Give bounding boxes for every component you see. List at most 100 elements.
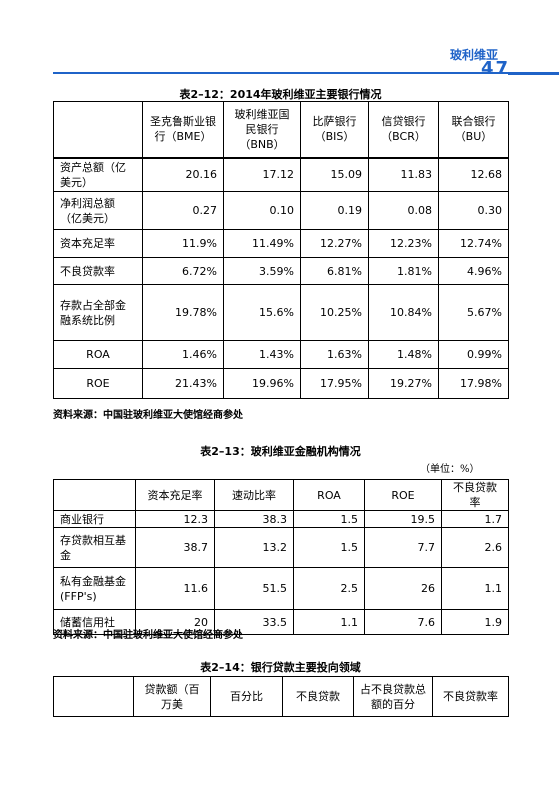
table-cell: 1.5 <box>293 527 365 568</box>
column-header: 圣克鲁斯业银行（BME） <box>142 101 224 159</box>
table-row: 存款占全部金融系统比例 19.78% 15.6% 10.25% 10.84% 5… <box>53 284 509 341</box>
column-header: 联合银行（BU） <box>438 101 509 159</box>
page-number: 47 <box>481 58 511 79</box>
table-cell: 3.59% <box>223 257 301 285</box>
table-cell: 1.1 <box>441 567 509 610</box>
table-cell: 0.27 <box>142 191 224 230</box>
corner-cell <box>53 479 136 511</box>
table-cell: 12.74% <box>438 229 509 258</box>
table-cell: 1.1 <box>293 609 365 635</box>
table-row: 私有金融基金(FFP's) 11.6 51.5 2.5 26 1.1 <box>53 567 509 610</box>
row-label: 存贷款相互基金 <box>53 527 136 568</box>
table-cell: 17.98% <box>438 368 509 399</box>
table-2-12-source: 资料来源：中国驻玻利维亚大使馆经商参处 <box>53 410 243 421</box>
header-rule <box>53 72 508 74</box>
table-cell: 7.7 <box>364 527 442 568</box>
header-rule-tab <box>508 72 559 75</box>
table-cell: 11.6 <box>135 567 215 610</box>
table-cell: 1.9 <box>441 609 509 635</box>
table-cell: 2.6 <box>441 527 509 568</box>
table-cell: 38.7 <box>135 527 215 568</box>
row-label: ROE <box>53 368 143 399</box>
table-row: 资产总额（亿美元） 20.16 17.12 15.09 11.83 12.68 <box>53 157 509 192</box>
section-title: 玻利维亚 <box>450 48 499 62</box>
row-label: 资本充足率 <box>53 229 143 258</box>
table-cell: 11.83 <box>368 157 439 192</box>
corner-cell <box>53 676 134 717</box>
table-2-14: 贷款额（百万美 百分比 不良贷款 占不良贷款总额的百分 不良贷款率 <box>53 676 509 717</box>
column-header: 速动比率 <box>214 479 294 511</box>
table-row: 商业银行 12.3 38.3 1.5 19.5 1.7 <box>53 510 509 528</box>
table-header-row: 资本充足率 速动比率 ROA ROE 不良贷款率 <box>53 479 509 511</box>
table-cell: 4.96% <box>438 257 509 285</box>
table-cell: 17.12 <box>223 157 301 192</box>
table-2-12-caption: 表2–12：2014年玻利维亚主要银行情况 <box>179 88 382 101</box>
column-header: 贷款额（百万美 <box>133 676 211 717</box>
table-cell: 51.5 <box>214 567 294 610</box>
table-2-13-source: 资料来源：中国驻玻利维亚大使馆经商参处 <box>53 630 243 641</box>
table-cell: 1.43% <box>223 340 301 369</box>
table-cell: 15.09 <box>300 157 369 192</box>
table-cell: 12.3 <box>135 510 215 528</box>
table-cell: 2.5 <box>293 567 365 610</box>
table-cell: 26 <box>364 567 442 610</box>
table-row: 存贷款相互基金 38.7 13.2 1.5 7.7 2.6 <box>53 527 509 568</box>
table-cell: 13.2 <box>214 527 294 568</box>
table-cell: 10.84% <box>368 284 439 341</box>
table-row: 资本充足率 11.9% 11.49% 12.27% 12.23% 12.74% <box>53 229 509 258</box>
table-2-13-caption: 表2–13：玻利维亚金融机构情况 <box>200 445 361 458</box>
table-cell: 5.67% <box>438 284 509 341</box>
table-cell: 19.96% <box>223 368 301 399</box>
table-cell: 10.25% <box>300 284 369 341</box>
table-cell: 20 <box>135 609 215 635</box>
row-label: ROA <box>53 340 143 369</box>
row-label: 商业银行 <box>53 510 136 528</box>
table-cell: 1.48% <box>368 340 439 369</box>
table-2-12: 圣克鲁斯业银行（BME） 玻利维亚国民银行（BNB） 比萨银行（BIS） 信贷银… <box>53 101 509 399</box>
table-cell: 0.08 <box>368 191 439 230</box>
table-cell: 11.9% <box>142 229 224 258</box>
table-row: 净利润总额（亿美元） 0.27 0.10 0.19 0.08 0.30 <box>53 191 509 230</box>
table-row: 不良贷款率 6.72% 3.59% 6.81% 1.81% 4.96% <box>53 257 509 285</box>
table-cell: 15.6% <box>223 284 301 341</box>
table-cell: 20.16 <box>142 157 224 192</box>
table-cell: 6.72% <box>142 257 224 285</box>
column-header: ROE <box>364 479 442 511</box>
corner-cell <box>53 101 143 159</box>
table-cell: 6.81% <box>300 257 369 285</box>
table-row: ROA 1.46% 1.43% 1.63% 1.48% 0.99% <box>53 340 509 369</box>
row-label: 资产总额（亿美元） <box>53 157 143 192</box>
table-2-13: 资本充足率 速动比率 ROA ROE 不良贷款率 商业银行 12.3 38.3 … <box>53 479 509 635</box>
table-cell: 33.5 <box>214 609 294 635</box>
table-cell: 1.5 <box>293 510 365 528</box>
column-header: 信贷银行（BCR） <box>368 101 439 159</box>
table-cell: 38.3 <box>214 510 294 528</box>
column-header: 不良贷款 <box>282 676 354 717</box>
row-label: 不良贷款率 <box>53 257 143 285</box>
table-2-14-caption: 表2–14：银行贷款主要投向领域 <box>200 661 361 674</box>
table-cell: 1.63% <box>300 340 369 369</box>
table-cell: 0.30 <box>438 191 509 230</box>
table-cell: 19.5 <box>364 510 442 528</box>
table-cell: 21.43% <box>142 368 224 399</box>
table-cell: 1.46% <box>142 340 224 369</box>
table-cell: 0.99% <box>438 340 509 369</box>
table-cell: 19.78% <box>142 284 224 341</box>
column-header: 百分比 <box>210 676 283 717</box>
table-cell: 12.68 <box>438 157 509 192</box>
table-cell: 7.6 <box>364 609 442 635</box>
row-label: 净利润总额（亿美元） <box>53 191 143 230</box>
table-row: 储蓄信用社 20 33.5 1.1 7.6 1.9 <box>53 609 509 635</box>
row-label: 存款占全部金融系统比例 <box>53 284 143 341</box>
table-cell: 1.81% <box>368 257 439 285</box>
table-row: ROE 21.43% 19.96% 17.95% 19.27% 17.98% <box>53 368 509 399</box>
table-cell: 0.10 <box>223 191 301 230</box>
column-header: 比萨银行（BIS） <box>300 101 369 159</box>
table-header-row: 圣克鲁斯业银行（BME） 玻利维亚国民银行（BNB） 比萨银行（BIS） 信贷银… <box>53 101 509 159</box>
table-cell: 19.27% <box>368 368 439 399</box>
column-header: 占不良贷款总额的百分 <box>353 676 433 717</box>
table-cell: 1.7 <box>441 510 509 528</box>
row-label: 储蓄信用社 <box>53 609 136 635</box>
column-header: ROA <box>293 479 365 511</box>
table-cell: 12.27% <box>300 229 369 258</box>
